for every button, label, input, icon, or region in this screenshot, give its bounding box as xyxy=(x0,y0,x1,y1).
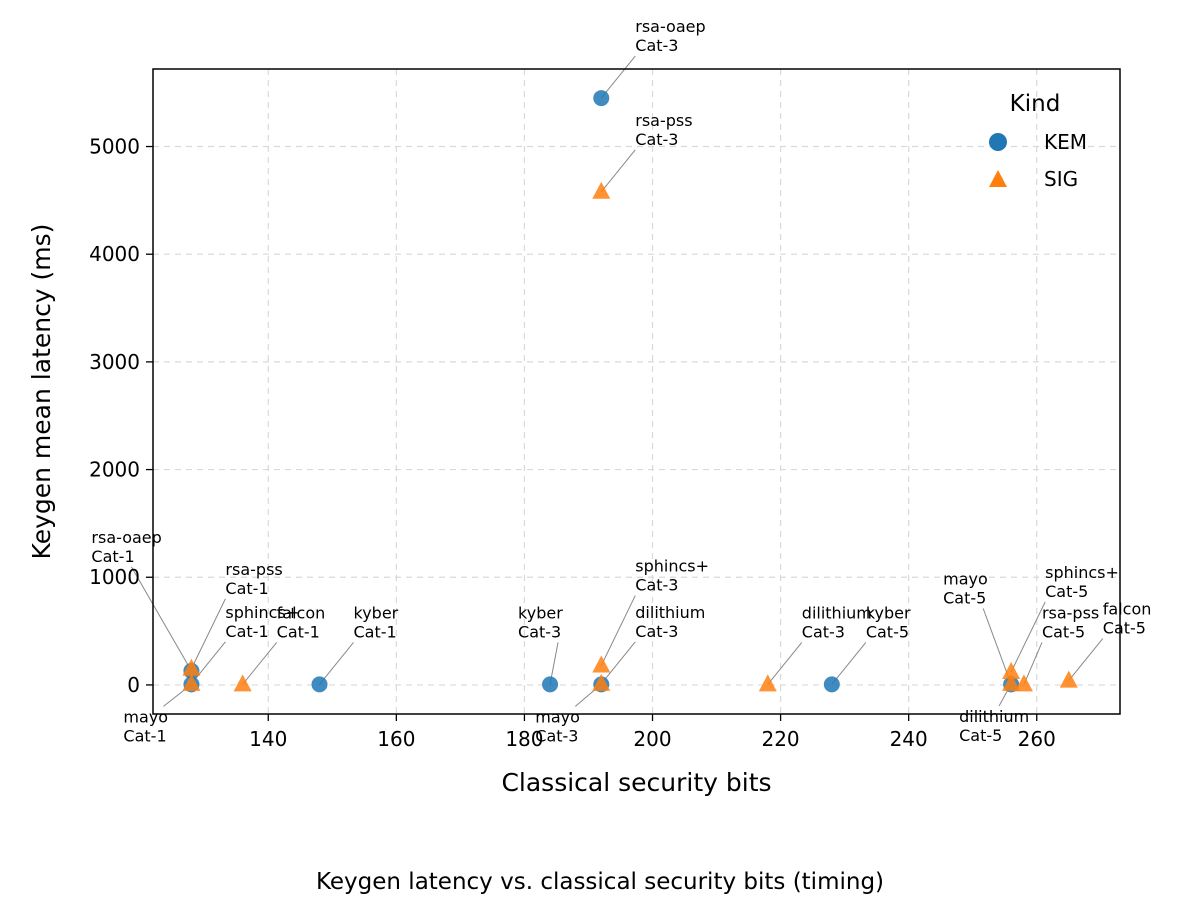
point-sig-4 xyxy=(592,655,611,673)
y-axis-ticks: 0 1000 2000 3000 4000 5000 xyxy=(89,135,153,697)
legend-sig-marker xyxy=(989,170,1007,187)
annotation-leader xyxy=(1010,601,1046,673)
annotation-leader xyxy=(190,598,226,669)
annotation-leader xyxy=(191,641,226,685)
point-annotation-kem-4: mayo Cat-3 xyxy=(535,707,580,745)
point-kem-3 xyxy=(542,676,559,693)
annotation-leader-lines xyxy=(130,55,1104,707)
y-tick-label: 0 xyxy=(127,673,140,697)
point-annotation-kem-6: kyber Cat-5 xyxy=(866,603,911,641)
point-annotation-sig-7: dilithium Cat-5 xyxy=(959,707,1029,745)
annotation-leader xyxy=(600,55,636,99)
y-axis-label: Keygen mean latency (ms) xyxy=(27,224,56,560)
point-sig-9 xyxy=(1014,674,1033,692)
point-annotation-kem-7: mayo Cat-5 xyxy=(943,569,988,607)
point-sig-8 xyxy=(1002,662,1021,680)
x-axis-label: Classical security bits xyxy=(501,768,771,797)
point-kem-6 xyxy=(823,676,840,693)
legend-kem-label: KEM xyxy=(1044,130,1087,154)
annotation-leader xyxy=(1023,642,1043,685)
annotation-leader xyxy=(319,642,354,685)
point-annotation-sig-9: rsa-pss Cat-5 xyxy=(1042,603,1099,641)
point-annotation-sig-10: falcon Cat-5 xyxy=(1103,600,1152,638)
x-tick-label: 160 xyxy=(377,727,415,751)
annotation-leader xyxy=(600,149,636,193)
point-annotation-kem-2: kyber Cat-1 xyxy=(354,603,399,641)
y-tick-label: 4000 xyxy=(89,242,140,266)
grid-lines xyxy=(153,69,1120,714)
point-kem-5 xyxy=(593,90,610,107)
plot-frame xyxy=(152,68,1121,715)
point-annotation-sig-4: sphincs+ Cat-3 xyxy=(635,557,709,595)
point-annotation-sig-0: sphincs+ Cat-1 xyxy=(225,603,299,641)
x-tick-label: 200 xyxy=(633,727,671,751)
legend-sig-label: SIG xyxy=(1044,167,1078,191)
x-axis-ticks: 140 160 180 200 220 240 260 xyxy=(249,714,1056,751)
y-tick-label: 1000 xyxy=(89,565,140,589)
point-annotation-sig-3: dilithium Cat-3 xyxy=(635,603,705,641)
x-tick-label: 220 xyxy=(761,727,799,751)
chart-caption: Keygen latency vs. classical security bi… xyxy=(316,869,884,895)
point-annotations: mayo Cat-1 rsa-oaep Cat-1 kyber Cat-1 kyber Cat… xyxy=(91,17,1151,745)
point-sig-5 xyxy=(592,181,611,199)
y-tick-label: 2000 xyxy=(89,458,140,482)
point-annotation-kem-3: kyber Cat-3 xyxy=(518,603,563,641)
annotation-leader xyxy=(600,641,636,685)
point-sig-10 xyxy=(1059,670,1078,688)
point-annotation-sig-1: rsa-pss Cat-1 xyxy=(225,560,282,598)
point-annotation-sig-2: falcon Cat-1 xyxy=(277,603,326,641)
y-tick-label: 5000 xyxy=(89,135,140,159)
data-points xyxy=(182,90,1078,693)
point-annotation-sig-6: dilithium Cat-3 xyxy=(802,603,872,641)
annotation-leader xyxy=(600,595,636,666)
point-annotation-kem-5: rsa-oaep Cat-3 xyxy=(635,17,705,55)
annotation-leader xyxy=(242,642,278,685)
annotation-leader xyxy=(831,642,867,685)
point-sig-2 xyxy=(233,674,252,692)
point-annotation-kem-1: rsa-oaep Cat-1 xyxy=(91,528,161,566)
point-kem-2 xyxy=(311,676,328,693)
annotation-leader xyxy=(767,642,803,685)
point-sig-3 xyxy=(592,673,611,691)
legend: Kind KEM SIG xyxy=(989,91,1087,191)
annotation-leader xyxy=(130,566,192,672)
legend-kem-marker xyxy=(989,133,1007,151)
point-sig-0 xyxy=(182,673,201,691)
point-sig-6 xyxy=(758,674,777,692)
x-tick-label: 180 xyxy=(505,727,543,751)
point-sig-1 xyxy=(182,658,201,676)
annotation-leader xyxy=(1068,638,1104,681)
x-tick-label: 240 xyxy=(890,727,928,751)
x-tick-label: 140 xyxy=(249,727,287,751)
point-annotation-sig-5: rsa-pss Cat-3 xyxy=(635,111,692,149)
y-tick-label: 3000 xyxy=(89,350,140,374)
legend-title: Kind xyxy=(1010,91,1061,117)
x-tick-label: 260 xyxy=(1018,727,1056,751)
point-annotation-sig-8: sphincs+ Cat-5 xyxy=(1045,563,1119,601)
point-sig-7 xyxy=(1002,673,1021,691)
point-annotation-kem-0: mayo Cat-1 xyxy=(123,707,168,745)
